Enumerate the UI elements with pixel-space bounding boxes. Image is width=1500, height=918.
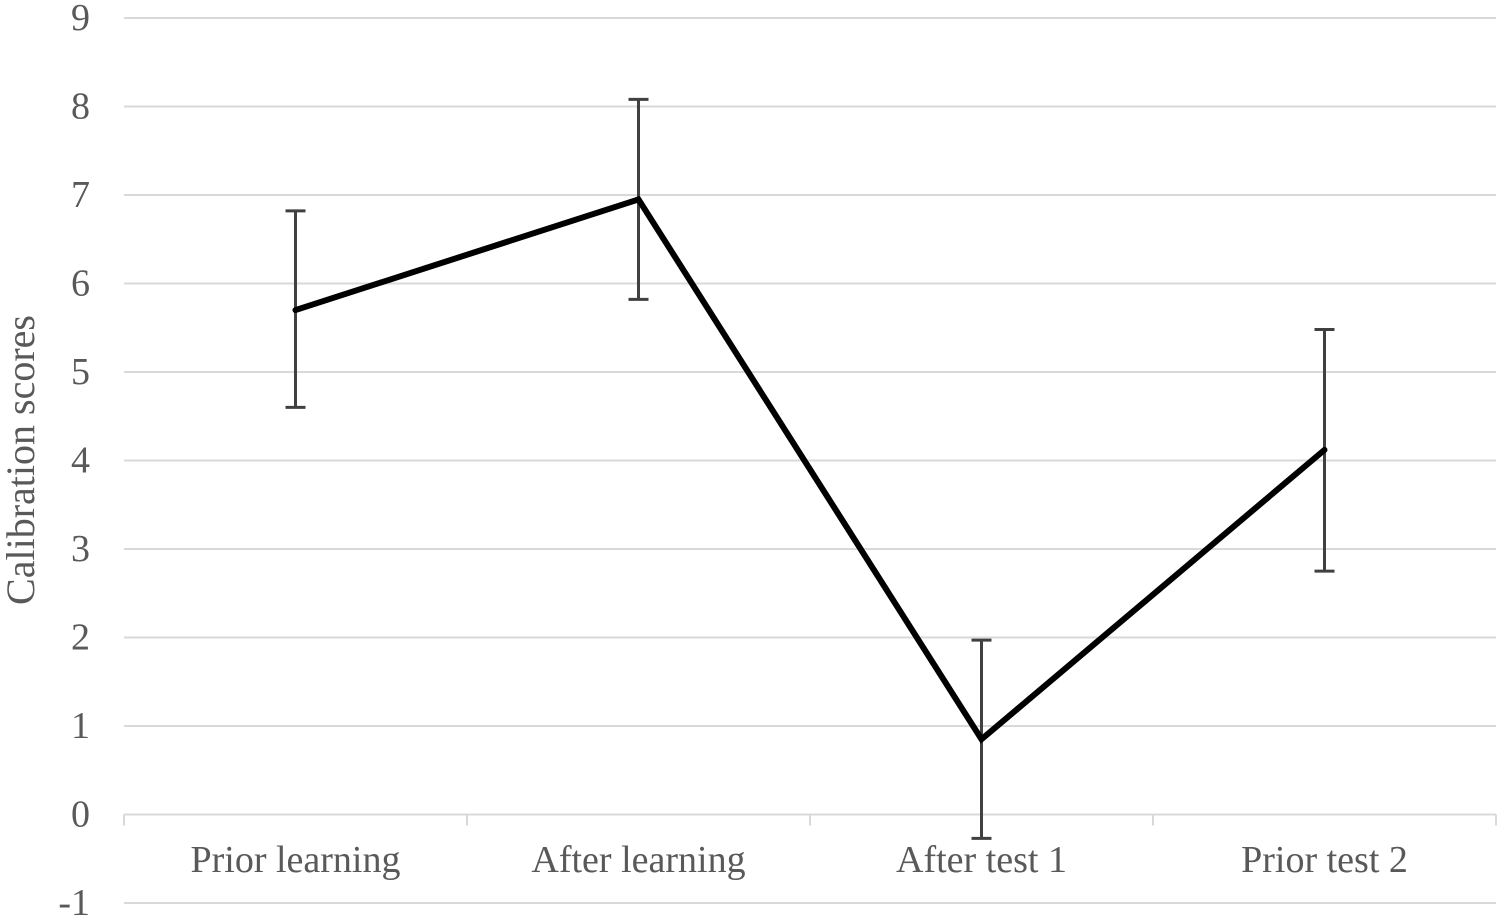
series-line [292,195,1328,744]
x-category-label: After test 1 [896,839,1067,881]
y-tick-label: 7 [71,174,90,216]
y-tick-label: 4 [71,440,90,482]
gridlines [124,17,1496,904]
x-axis-category-labels: Prior learning After learning After test 1… [190,839,1407,881]
y-tick-label: 2 [71,617,90,659]
y-tick-label: 9 [71,0,90,39]
y-axis-title: Calibration scores [0,315,43,605]
series-lines [292,195,1328,744]
x-axis [123,813,1497,826]
y-tick-label: 6 [71,263,90,305]
y-axis-tick-labels: -1 0 1 2 3 4 5 6 7 8 9 [58,0,90,918]
y-tick-label: 3 [71,528,90,570]
x-category-label: Prior test 2 [1241,839,1408,881]
x-category-label: After learning [531,839,745,881]
y-tick-label: 5 [71,351,90,393]
y-tick-label: -1 [58,882,90,918]
y-tick-label: 1 [71,705,90,747]
x-category-label: Prior learning [190,839,400,881]
y-tick-label: 8 [71,86,90,128]
y-tick-label: 0 [71,794,90,836]
